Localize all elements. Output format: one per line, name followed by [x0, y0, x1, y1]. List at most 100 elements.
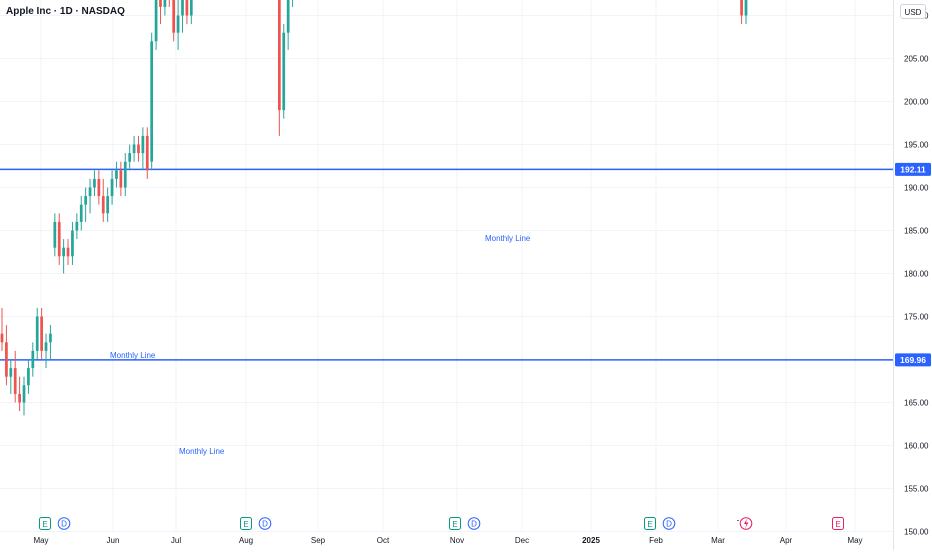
candle — [744, 0, 748, 25]
earnings-icon-box — [39, 517, 51, 530]
earnings-icon: E — [240, 517, 252, 530]
candle — [128, 144, 132, 171]
candle-body — [62, 247, 65, 257]
candle — [49, 325, 52, 360]
dividend-icon: D — [662, 517, 676, 530]
dividend-icon-glyph: D — [61, 520, 67, 529]
candle-body — [150, 41, 154, 162]
y-tick-label: 150.00 — [904, 528, 929, 537]
candle-body — [9, 368, 13, 377]
price-axis[interactable]: 150.00155.00160.00165.00170.00175.00180.… — [904, 0, 929, 537]
x-tick-label: Aug — [239, 536, 253, 545]
candle — [172, 0, 176, 42]
horizontal-line-label: Monthly Line — [179, 447, 225, 456]
candles — [0, 0, 748, 416]
candle — [35, 307, 39, 360]
dividend-icon-circle — [467, 517, 481, 530]
candle — [44, 333, 48, 369]
candle — [71, 221, 74, 265]
candle-body — [79, 204, 83, 222]
horizontal-lines[interactable]: Monthly Line Monthly Line Monthly Line — [0, 0, 893, 456]
dividend-icon-circle — [57, 517, 71, 530]
x-tick-label: Jul — [171, 536, 181, 545]
price-tag-bg — [895, 353, 931, 367]
dividend-icon-glyph: D — [471, 520, 477, 529]
candle-body — [145, 135, 149, 171]
candle-body — [740, 0, 743, 16]
candle-body — [88, 187, 92, 197]
candle — [277, 0, 281, 136]
candle-body — [97, 178, 101, 197]
candle — [84, 187, 88, 222]
currency-button[interactable]: USD — [900, 4, 926, 19]
earnings-icon-glyph: E — [243, 520, 248, 529]
y-tick-label: 190.00 — [904, 184, 929, 193]
earnings-icon-glyph: E — [835, 520, 840, 529]
candle-body — [84, 196, 88, 205]
earnings-icon-glyph: E — [647, 520, 652, 529]
candle — [13, 350, 17, 403]
price-tag: 192.11 — [895, 162, 931, 176]
candle — [27, 359, 30, 394]
candle — [97, 170, 101, 205]
candle — [176, 0, 180, 50]
candle-body — [154, 0, 158, 42]
candle — [18, 376, 21, 412]
candle-body — [115, 170, 118, 179]
symbol-title: Apple Inc · 1D · NASDAQ — [6, 6, 125, 17]
candle — [163, 0, 167, 16]
candle-body — [277, 0, 281, 111]
candle — [123, 153, 127, 197]
candle — [154, 0, 158, 50]
earnings-icon: E — [832, 517, 844, 530]
candle — [106, 187, 110, 222]
candle-body — [185, 0, 189, 16]
candle-body — [128, 153, 132, 162]
candle — [110, 170, 114, 205]
candle-body — [0, 333, 4, 343]
candle-body — [27, 368, 30, 386]
candle-body — [137, 144, 140, 154]
candle — [66, 239, 70, 265]
candle-body — [286, 0, 290, 33]
y-tick-label: 155.00 — [904, 485, 929, 494]
candle — [79, 196, 83, 231]
candle-body — [176, 15, 180, 33]
candle — [57, 213, 61, 265]
candle — [185, 0, 189, 25]
x-tick-label: Apr — [780, 536, 793, 545]
split-icon-bolt — [744, 518, 749, 529]
candle-body — [163, 0, 167, 7]
candle-body — [13, 368, 17, 394]
candle-body — [53, 221, 57, 248]
x-tick-label: Dec — [515, 536, 529, 545]
x-tick-label: Feb — [649, 536, 663, 545]
candle — [0, 307, 4, 351]
x-tick-label: 2025 — [582, 536, 600, 545]
candle — [31, 342, 35, 377]
candle-body — [71, 230, 74, 257]
time-axis[interactable]: May Jun Jul Aug Sep Oct Nov Dec 2025 Feb Mar Apr May — [33, 536, 862, 545]
candle-body — [22, 385, 26, 403]
candle — [286, 0, 290, 50]
candle-body — [132, 144, 136, 154]
dividend-icon-glyph: D — [262, 520, 268, 529]
y-tick-label: 200.00 — [904, 98, 929, 107]
candle-body — [18, 393, 21, 403]
dividend-icon: D — [467, 517, 481, 530]
y-tick-label: 160.00 — [904, 442, 929, 451]
candle — [189, 0, 193, 25]
x-tick-label: May — [33, 536, 48, 545]
candle — [181, 0, 184, 33]
grid — [0, 0, 894, 550]
dividend-icon-glyph: D — [666, 520, 672, 529]
candle-body — [66, 247, 70, 257]
candle — [22, 376, 26, 416]
x-tick-label: Jun — [107, 536, 120, 545]
candle-body — [159, 0, 162, 7]
split-icon — [737, 517, 753, 530]
